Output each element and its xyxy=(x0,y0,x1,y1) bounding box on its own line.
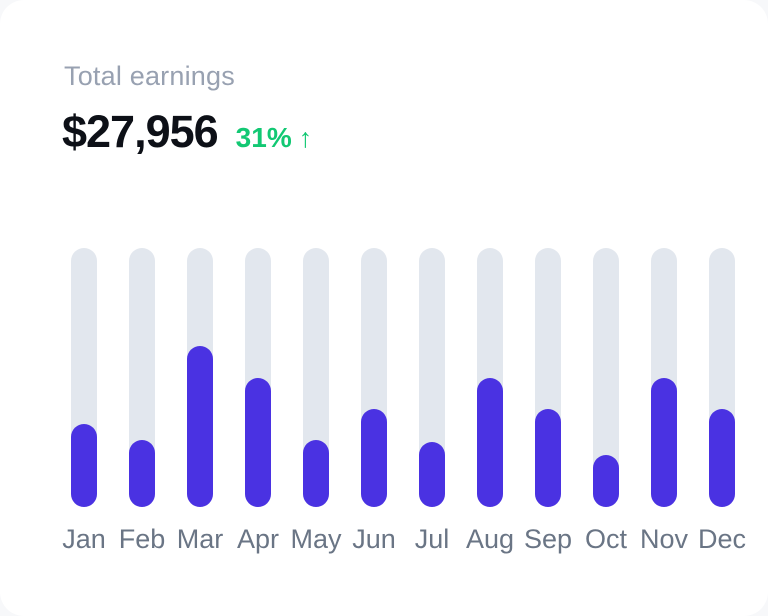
total-earnings-value: $27,956 xyxy=(62,106,219,157)
bar-track xyxy=(651,248,677,507)
bar-fill xyxy=(245,377,271,507)
bar-track xyxy=(187,248,213,507)
bar-fill xyxy=(535,408,561,507)
bar-column-mar[interactable]: Mar xyxy=(177,248,223,555)
delta-percent: 31% xyxy=(235,122,292,153)
bar-column-oct[interactable]: Oct xyxy=(585,248,627,555)
month-label: Jul xyxy=(414,524,450,554)
bar-fill xyxy=(187,346,213,507)
month-label: Nov xyxy=(640,524,689,554)
value-row: $27,956 31% ↑ xyxy=(62,106,313,157)
bar-track xyxy=(477,248,503,507)
bar-column-nov[interactable]: Nov xyxy=(640,248,688,555)
month-label: Mar xyxy=(176,524,224,554)
bar-column-feb[interactable]: Feb xyxy=(119,248,165,555)
bar-fill xyxy=(477,377,503,507)
month-label: Oct xyxy=(585,524,628,554)
bar-track xyxy=(71,248,97,507)
bar-track xyxy=(709,248,735,507)
bar-column-sep[interactable]: Sep xyxy=(524,248,572,555)
bar-column-jun[interactable]: Jun xyxy=(352,248,396,555)
bar-column-jul[interactable]: Jul xyxy=(415,248,449,555)
bar-fill xyxy=(361,408,387,507)
card-title: Total earnings xyxy=(64,61,235,91)
delta-badge: 31% ↑ xyxy=(236,122,313,154)
bar-fill xyxy=(71,424,97,507)
bar-column-dec[interactable]: Dec xyxy=(698,248,746,555)
bar-fill xyxy=(709,408,735,507)
bar-track xyxy=(245,248,271,507)
month-label: Sep xyxy=(523,524,573,554)
bar-track xyxy=(593,248,619,507)
bar-column-jan[interactable]: Jan xyxy=(62,248,106,555)
earnings-bar-chart: Jan Feb Mar Apr May Jun Jul Aug Sep Oct Nov Dec xyxy=(62,248,746,555)
bar-track xyxy=(419,248,445,507)
bar-fill xyxy=(303,439,329,507)
bar-column-aug[interactable]: Aug xyxy=(466,248,514,555)
month-label: Dec xyxy=(698,524,747,554)
bar-track xyxy=(361,248,387,507)
bar-fill xyxy=(651,377,677,507)
bar-fill xyxy=(129,439,155,507)
bar-track xyxy=(303,248,329,507)
arrow-up-icon: ↑ xyxy=(298,123,313,153)
bar-track xyxy=(535,248,561,507)
month-label: May xyxy=(290,524,342,554)
bar-track xyxy=(129,248,155,507)
month-label: Jun xyxy=(352,524,396,554)
month-label: Jan xyxy=(62,524,106,554)
month-label: Apr xyxy=(236,524,280,554)
bar-column-apr[interactable]: Apr xyxy=(237,248,279,555)
bar-column-may[interactable]: May xyxy=(291,248,342,555)
month-label: Feb xyxy=(118,524,166,554)
bar-fill xyxy=(419,442,445,507)
bar-fill xyxy=(593,455,619,507)
month-label: Aug xyxy=(465,524,515,554)
